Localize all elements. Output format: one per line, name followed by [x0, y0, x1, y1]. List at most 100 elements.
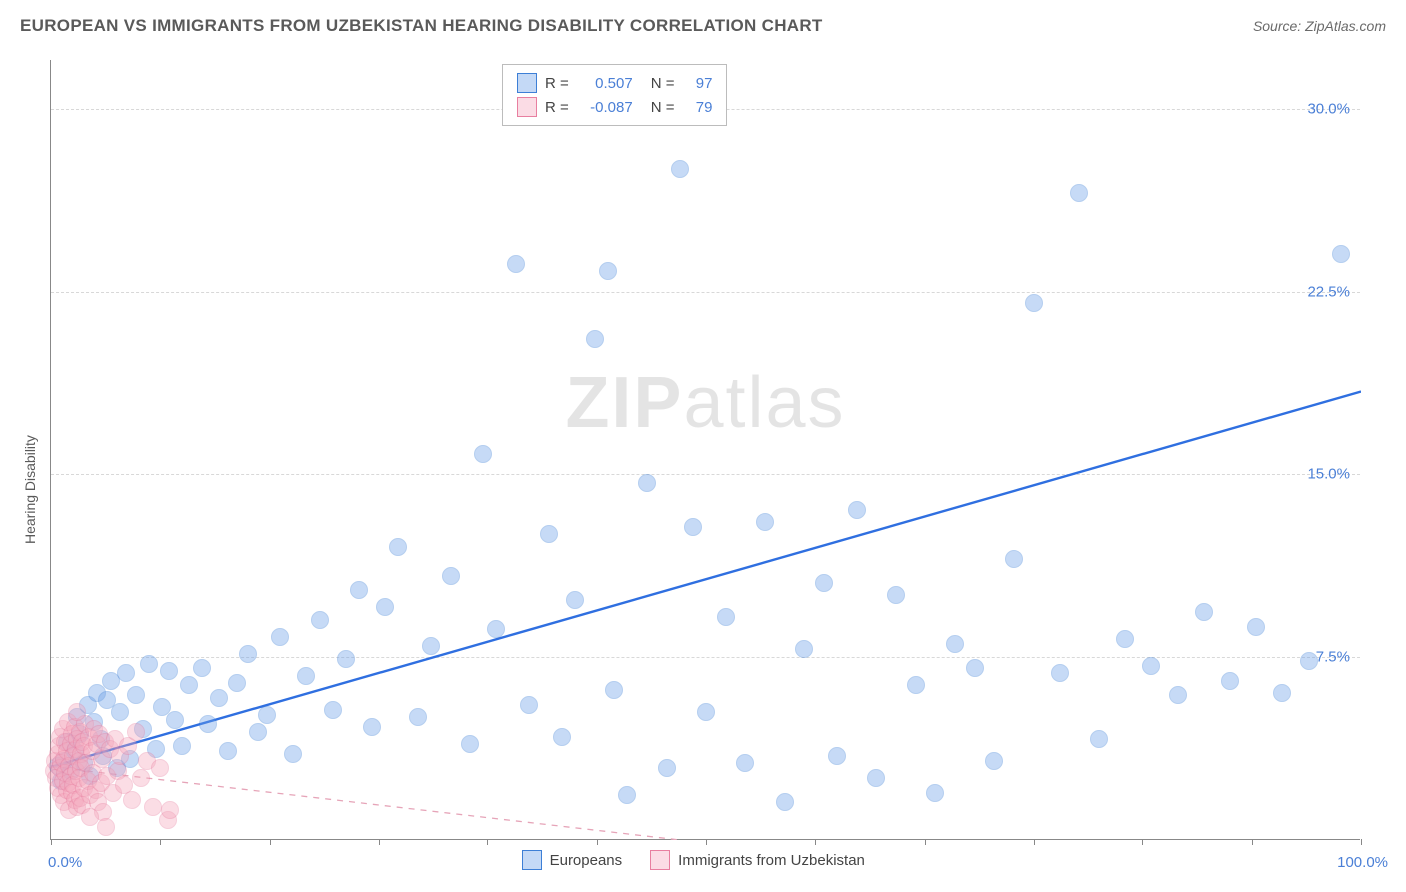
point-europeans [297, 667, 315, 685]
point-europeans [180, 676, 198, 694]
legend-swatch [517, 73, 537, 93]
point-europeans [111, 703, 129, 721]
legend-swatch [517, 97, 537, 117]
chart-title: EUROPEAN VS IMMIGRANTS FROM UZBEKISTAN H… [20, 16, 823, 36]
point-europeans [487, 620, 505, 638]
point-europeans [173, 737, 191, 755]
point-uzbekistan [161, 801, 179, 819]
x-tick [1142, 839, 1143, 845]
source-prefix: Source: [1253, 18, 1305, 34]
point-uzbekistan [68, 703, 86, 721]
gridline-h [51, 292, 1360, 293]
point-europeans [618, 786, 636, 804]
point-europeans [658, 759, 676, 777]
point-europeans [1070, 184, 1088, 202]
point-europeans [409, 708, 427, 726]
point-europeans [324, 701, 342, 719]
series-legend-label: Immigrants from Uzbekistan [678, 852, 865, 869]
scatter-plot: ZIPatlas 7.5%15.0%22.5%30.0% [50, 60, 1360, 840]
point-europeans [239, 645, 257, 663]
correlation-legend: R =0.507N =97R =-0.087N =79 [502, 64, 728, 126]
point-europeans [422, 637, 440, 655]
x-axis-min-label: 0.0% [48, 854, 82, 871]
source-name: ZipAtlas.com [1305, 18, 1386, 34]
point-europeans [1332, 245, 1350, 263]
point-europeans [127, 686, 145, 704]
legend-swatch [522, 850, 542, 870]
point-europeans [271, 628, 289, 646]
point-europeans [1300, 652, 1318, 670]
point-europeans [363, 718, 381, 736]
x-tick [51, 839, 52, 845]
point-europeans [540, 525, 558, 543]
legend-r-label: R = [545, 99, 569, 116]
legend-r-label: R = [545, 75, 569, 92]
point-europeans [586, 330, 604, 348]
series-legend-item-europeans: Europeans [522, 850, 623, 870]
x-axis-max-label: 100.0% [1337, 854, 1388, 871]
point-uzbekistan [127, 723, 145, 741]
point-europeans [795, 640, 813, 658]
x-tick [379, 839, 380, 845]
point-europeans [776, 793, 794, 811]
y-tick-label: 30.0% [1307, 100, 1350, 117]
point-europeans [1169, 686, 1187, 704]
point-europeans [1221, 672, 1239, 690]
point-europeans [736, 754, 754, 772]
x-tick [1361, 839, 1362, 845]
legend-n-label: N = [651, 75, 675, 92]
point-europeans [1247, 618, 1265, 636]
point-europeans [166, 711, 184, 729]
point-europeans [756, 513, 774, 531]
legend-row-europeans: R = 0.507 N = 97 [517, 71, 713, 95]
point-europeans [828, 747, 846, 765]
point-europeans [520, 696, 538, 714]
point-europeans [350, 581, 368, 599]
point-europeans [815, 574, 833, 592]
point-uzbekistan [123, 791, 141, 809]
point-europeans [219, 742, 237, 760]
legend-row-uzbekistan: R =-0.087N =79 [517, 95, 713, 119]
chart-source: Source: ZipAtlas.com [1253, 18, 1386, 34]
x-tick [706, 839, 707, 845]
point-europeans [684, 518, 702, 536]
point-uzbekistan [132, 769, 150, 787]
point-europeans [249, 723, 267, 741]
point-europeans [671, 160, 689, 178]
point-europeans [117, 664, 135, 682]
x-tick [597, 839, 598, 845]
point-europeans [946, 635, 964, 653]
point-europeans [376, 598, 394, 616]
point-europeans [1025, 294, 1043, 312]
point-uzbekistan [97, 818, 115, 836]
point-uzbekistan [81, 808, 99, 826]
point-europeans [599, 262, 617, 280]
series-legend-label: Europeans [550, 852, 623, 869]
gridline-h [51, 474, 1360, 475]
point-europeans [442, 567, 460, 585]
legend-n-label: N = [651, 99, 675, 116]
x-tick [1252, 839, 1253, 845]
point-europeans [228, 674, 246, 692]
point-europeans [311, 611, 329, 629]
x-tick [1034, 839, 1035, 845]
legend-r-value: 0.507 [577, 75, 633, 92]
point-europeans [1116, 630, 1134, 648]
point-europeans [337, 650, 355, 668]
point-europeans [1005, 550, 1023, 568]
legend-n-value: 97 [682, 75, 712, 92]
chart-header: EUROPEAN VS IMMIGRANTS FROM UZBEKISTAN H… [20, 16, 1386, 36]
point-europeans [553, 728, 571, 746]
point-europeans [887, 586, 905, 604]
point-europeans [199, 715, 217, 733]
point-europeans [566, 591, 584, 609]
point-europeans [605, 681, 623, 699]
point-europeans [210, 689, 228, 707]
point-europeans [966, 659, 984, 677]
point-europeans [867, 769, 885, 787]
point-europeans [697, 703, 715, 721]
legend-n-value: 79 [682, 99, 712, 116]
y-tick-label: 22.5% [1307, 283, 1350, 300]
point-europeans [1273, 684, 1291, 702]
point-europeans [284, 745, 302, 763]
